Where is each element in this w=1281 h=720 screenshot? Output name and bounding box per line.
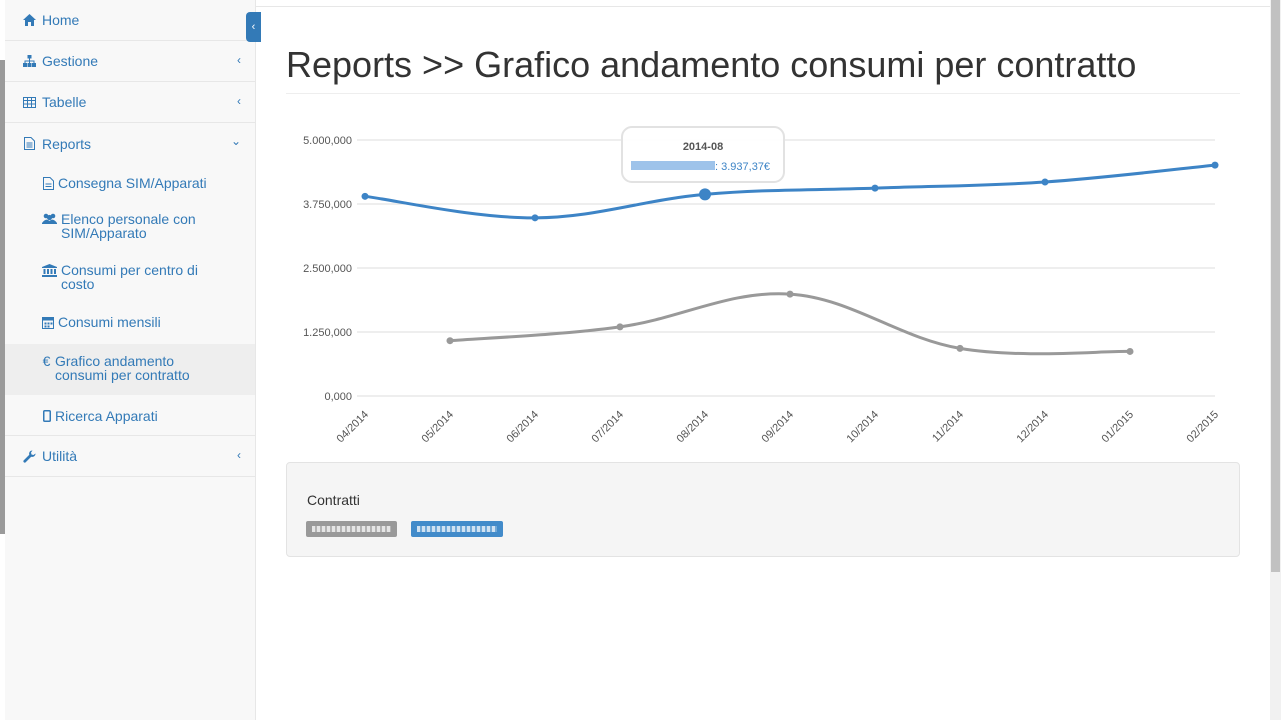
submenu-item-label: Consumi per centro di costo — [61, 262, 198, 292]
scrollbar-thumb[interactable] — [1271, 0, 1280, 572]
sidebar: Home Gestione ‹ Tabelle ‹ Reports ⌄ Cons… — [5, 0, 261, 720]
submenu-item-ricerca-apparati[interactable]: Ricerca Apparati — [5, 395, 255, 435]
contracts-label: Contratti — [307, 492, 360, 508]
y-tick-label: 3.750,000 — [303, 199, 352, 211]
sidebar-item-label: Gestione — [42, 53, 99, 69]
tooltip-series-name-redacted — [631, 161, 715, 170]
x-tick-label: 12/2014 — [1015, 409, 1052, 446]
file-icon — [42, 176, 54, 190]
x-tick-label: 06/2014 — [505, 409, 542, 446]
x-tick-label: 11/2014 — [930, 409, 966, 445]
title-divider — [286, 93, 1240, 94]
x-tick-label: 10/2014 — [845, 409, 882, 446]
sidebar-collapse-toggle[interactable]: ‹ — [246, 12, 261, 42]
page-title: Reports >> Grafico andamento consumi per… — [286, 44, 1137, 85]
submenu-item-consumi-mensili[interactable]: Consumi mensili — [5, 305, 255, 344]
calendar-icon — [42, 315, 54, 329]
data-point — [361, 192, 369, 200]
tooltip-title: 2014-08 — [683, 141, 723, 153]
y-tick-label: 2.500,000 — [303, 263, 352, 275]
bank-icon — [42, 263, 57, 277]
chevron-left-icon: ‹ — [237, 53, 241, 67]
data-point — [956, 344, 964, 352]
series-line-1 — [449, 292, 1131, 356]
x-tick-label: 08/2014 — [675, 409, 712, 446]
series-line-0 — [364, 163, 1216, 220]
data-point — [786, 290, 794, 298]
x-tick-label: 04/2014 — [335, 409, 372, 446]
y-tick-label: 1.250,000 — [303, 327, 352, 339]
contracts-panel: Contratti — [286, 462, 1240, 557]
sidebar-item-label: Home — [42, 12, 80, 28]
sidebar-item-tabelle[interactable]: Tabelle ‹ — [5, 82, 255, 123]
y-tick-label: 0,000 — [324, 391, 352, 403]
sidebar-item-utilita[interactable]: Utilità ‹ — [5, 436, 255, 477]
chevron-down-icon: ⌄ — [230, 134, 241, 148]
data-point — [531, 214, 539, 222]
sidebar-item-label: Reports — [42, 135, 92, 152]
top-bar — [256, 0, 1270, 7]
data-point — [616, 323, 624, 331]
home-icon — [22, 13, 36, 27]
submenu-item-label: Ricerca Apparati — [55, 408, 158, 424]
tooltip-value: : 3.937,37€ — [715, 161, 770, 173]
data-point — [1041, 178, 1049, 186]
submenu-item-consumi-centro[interactable]: Consumi per centro di costo — [5, 253, 255, 305]
sidebar-item-gestione[interactable]: Gestione ‹ — [5, 41, 255, 82]
chevron-left-icon: ‹ — [237, 94, 241, 108]
sidebar-item-label: Tabelle — [42, 94, 87, 110]
data-point — [699, 188, 711, 201]
sidebar-item-home[interactable]: Home — [5, 0, 255, 41]
x-tick-label: 07/2014 — [590, 409, 627, 446]
x-tick-label: 01/2015 — [1100, 409, 1137, 446]
chevron-left-icon: ‹ — [251, 21, 256, 33]
chevron-left-icon: ‹ — [237, 448, 241, 462]
left-edge — [0, 0, 5, 720]
submenu-item-grafico-andamento[interactable]: € Grafico andamento consumi per contratt… — [5, 344, 255, 395]
y-tick-label: 5.000,000 — [303, 135, 352, 147]
sitemap-icon — [22, 54, 36, 68]
submenu-item-label: Consumi mensili — [58, 314, 161, 330]
submenu-item-elenco-personale[interactable]: Elenco personale con SIM/Apparato — [5, 202, 205, 253]
data-point — [871, 184, 879, 192]
wrench-icon — [22, 449, 36, 463]
euro-icon: € — [42, 353, 51, 369]
x-tick-label: 09/2014 — [760, 409, 797, 446]
submenu-item-label: Elenco personale con SIM/Apparato — [61, 211, 196, 241]
sidebar-item-label: Utilità — [42, 448, 78, 464]
data-point — [1126, 347, 1134, 355]
consumption-line-chart: 0,000 1.250,000 2.500,000 3.750,000 5.000,00… — [303, 126, 1222, 446]
reports-submenu: Consegna SIM/Apparati Elenco personale c… — [5, 164, 255, 436]
data-point — [446, 337, 454, 345]
submenu-item-consegna[interactable]: Consegna SIM/Apparati — [5, 164, 255, 202]
users-icon — [42, 212, 57, 226]
chart-tooltip — [621, 126, 785, 183]
data-point — [1211, 161, 1219, 169]
mobile-icon — [42, 409, 51, 423]
contract-badge-blue[interactable] — [411, 521, 503, 537]
contract-badge-grey[interactable] — [306, 521, 397, 537]
submenu-item-label: Grafico andamento consumi per contratto — [55, 353, 190, 383]
x-tick-label: 02/2015 — [1185, 409, 1222, 446]
table-icon — [22, 95, 36, 109]
submenu-item-label: Consegna SIM/Apparati — [58, 175, 207, 191]
file-text-icon — [22, 137, 36, 151]
x-tick-label: 05/2014 — [420, 409, 457, 446]
sidebar-item-reports[interactable]: Reports ⌄ — [5, 123, 255, 164]
